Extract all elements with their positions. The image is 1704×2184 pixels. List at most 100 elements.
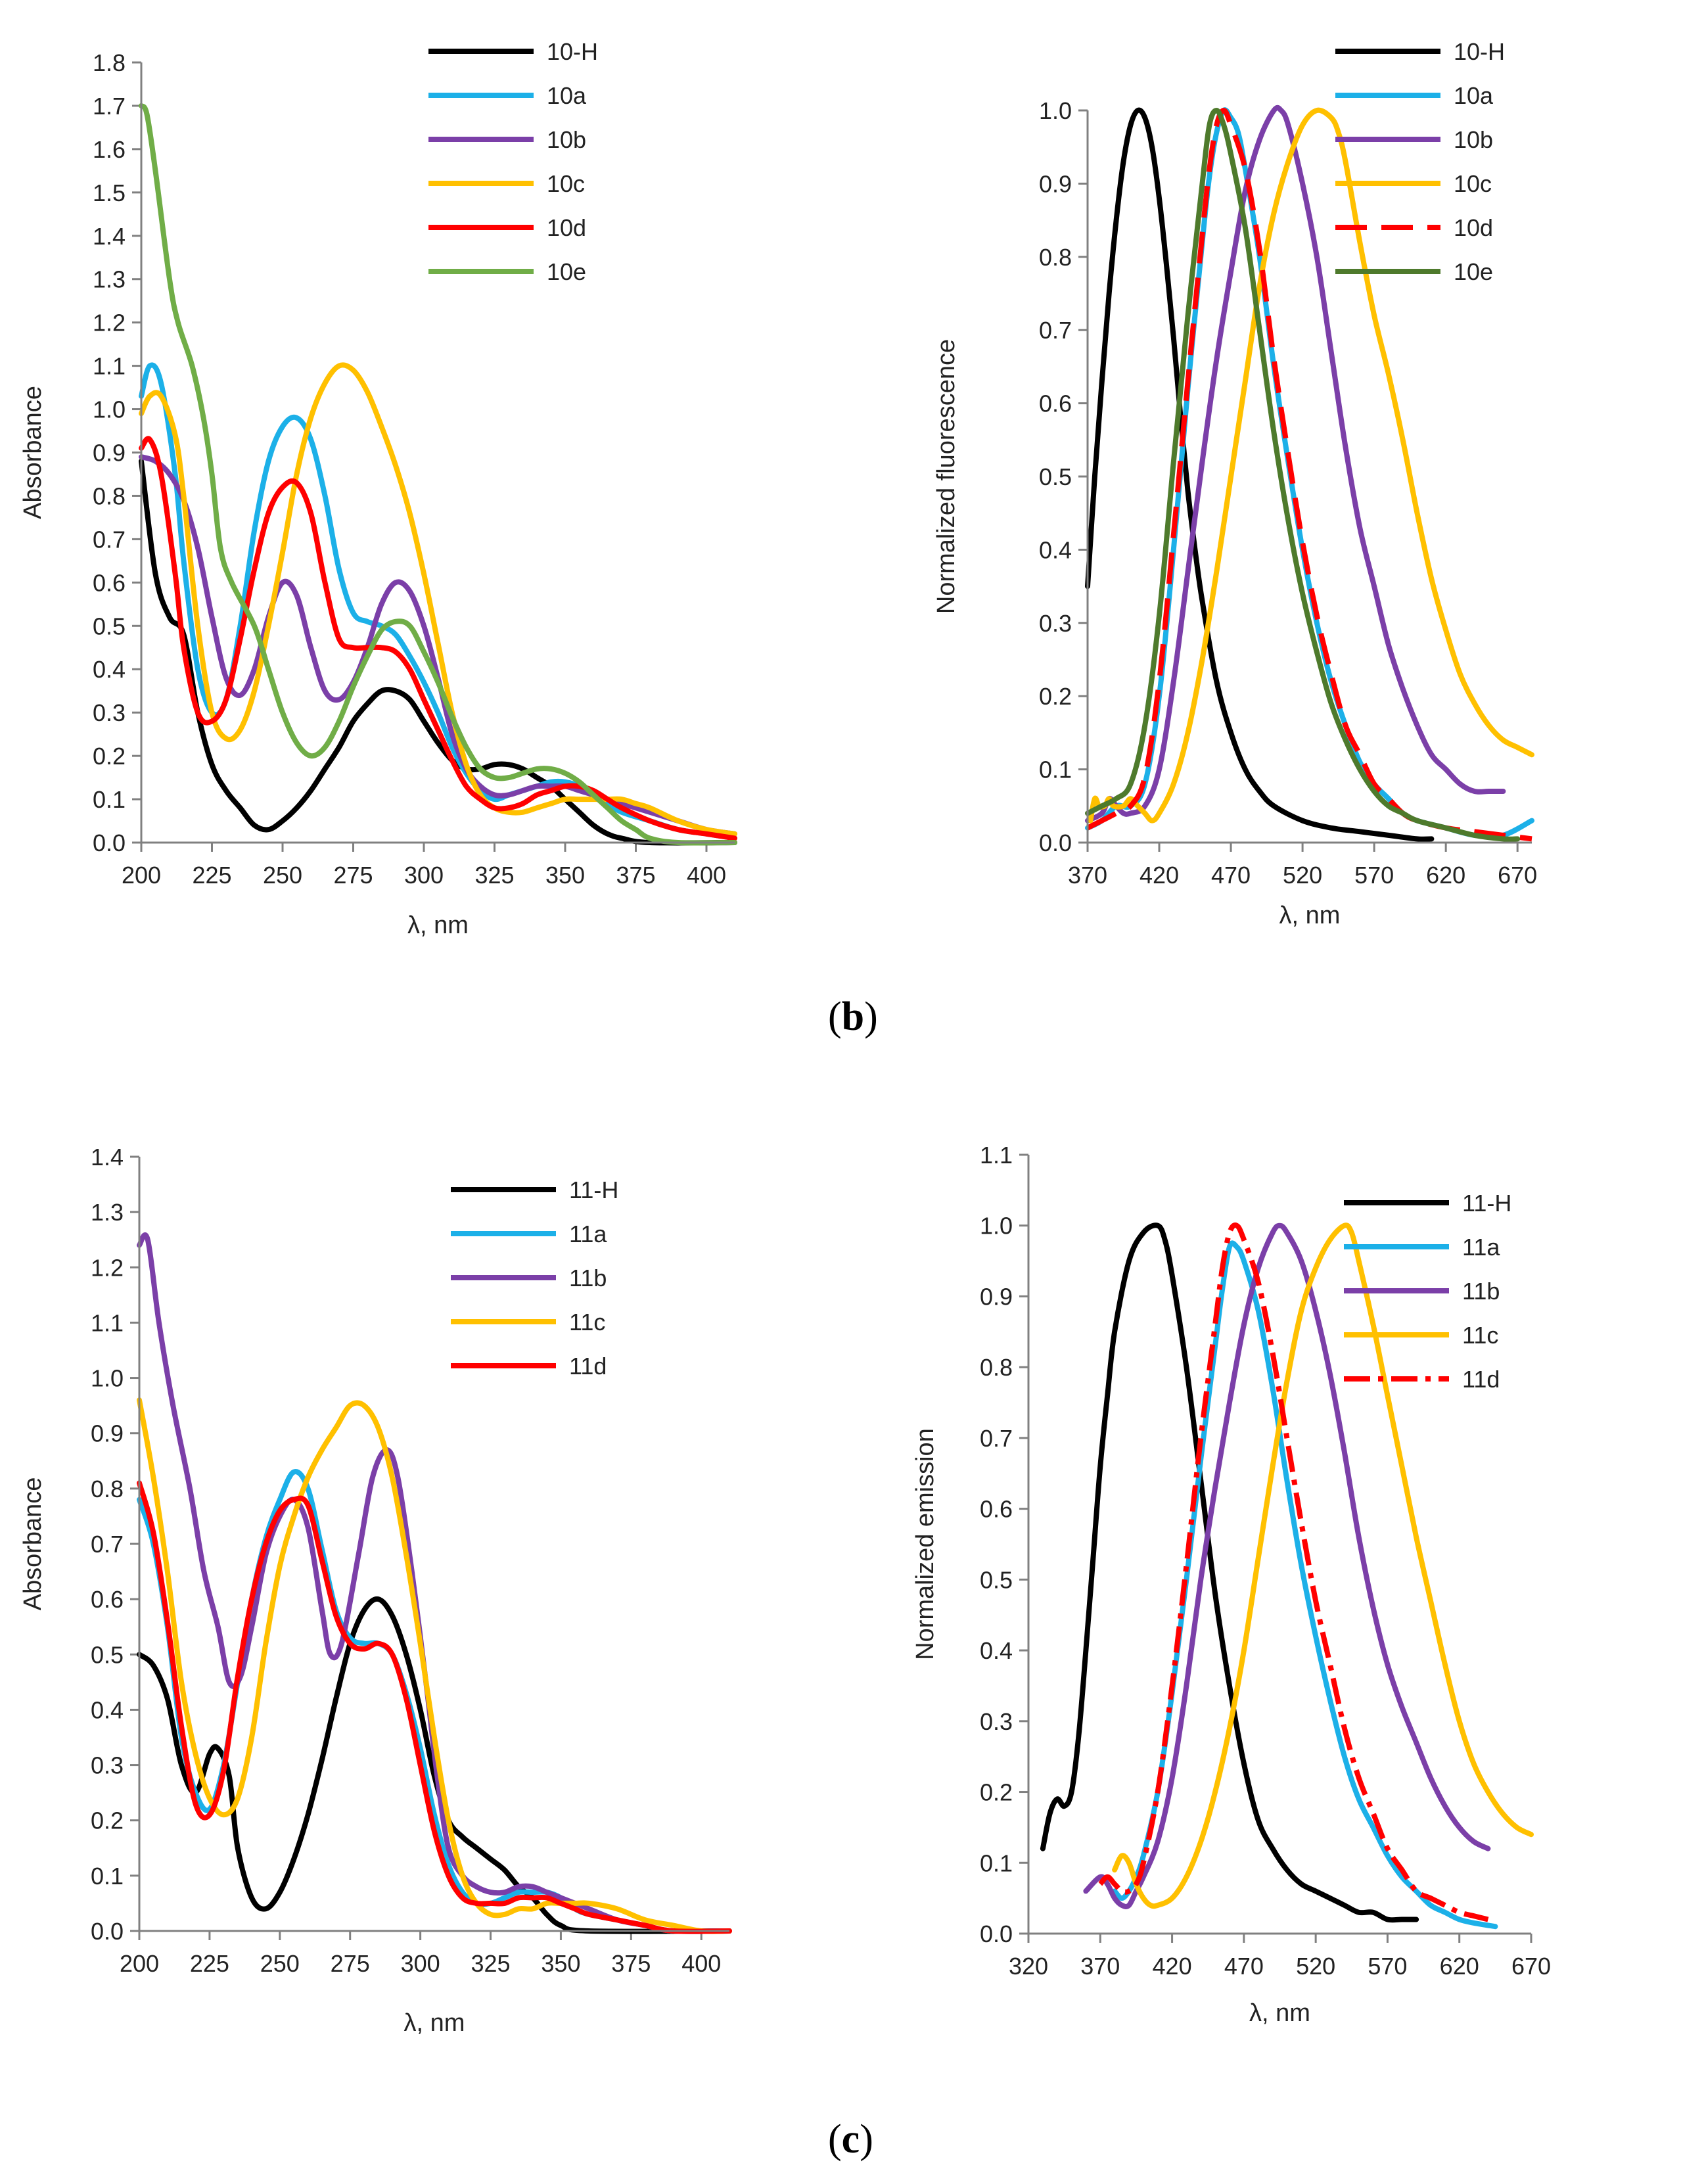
y-tick-label: 0.4 — [1039, 536, 1072, 563]
chart-b-fluorescence: 0.0 0.1 0.2 0.3 0.4 0.5 0.6 0.7 0.8 0.9 1.0 370 420 4… — [933, 38, 1537, 929]
x-tick-label: 275 — [331, 1950, 370, 1977]
x-tick-label: 375 — [616, 862, 655, 889]
y-tick-label: 0.4 — [980, 1637, 1013, 1664]
caption-c: (c) — [828, 2117, 873, 2162]
y-axis-label: Normalized fluorescence — [933, 339, 960, 614]
x-tick-label: 420 — [1153, 1953, 1192, 1980]
y-tick-label: 1.0 — [91, 1365, 124, 1392]
series-line-10b — [139, 454, 737, 837]
y-tick-label: 0.9 — [1039, 170, 1072, 197]
caption-b: (b) — [828, 994, 878, 1039]
legend-label-11c: 11c — [569, 1309, 605, 1336]
legend-label-10e: 10e — [547, 258, 586, 285]
y-tick-label: 0.9 — [980, 1283, 1013, 1310]
x-tick-label: 420 — [1140, 862, 1179, 889]
legend-label-11a: 11a — [569, 1220, 607, 1247]
legend-label-11d: 11d — [569, 1353, 607, 1380]
y-tick-label: 1.5 — [93, 179, 126, 206]
series-line-10b — [1085, 105, 1506, 824]
x-tick-label: 225 — [192, 862, 231, 889]
y-axis-label: Normalized emission — [911, 1428, 939, 1660]
caption-b-letter: b — [841, 994, 865, 1039]
x-tick-label: 350 — [545, 862, 585, 889]
x-tick-label: 400 — [687, 862, 726, 889]
x-tick-label: 250 — [263, 862, 302, 889]
x-tick-label: 400 — [681, 1950, 721, 1977]
legend: 10-H 10a 10b 10c 10d 10e — [428, 38, 598, 285]
y-tick-label: 1.4 — [93, 223, 126, 250]
legend-label-10d: 10d — [1454, 214, 1493, 241]
y-tick-label: 0.0 — [1039, 829, 1072, 856]
y-tick-label: 0.0 — [91, 1918, 124, 1945]
x-tick-label: 670 — [1511, 1953, 1551, 1980]
y-tick-label: 1.1 — [980, 1142, 1013, 1169]
y-tick-label: 0.6 — [1039, 390, 1072, 417]
y-tick-label: 0.2 — [1039, 683, 1072, 710]
x-tick-label: 620 — [1440, 1953, 1479, 1980]
legend-label-10b: 10b — [1454, 126, 1493, 153]
y-tick-label: 0.0 — [93, 829, 126, 856]
legend-label-10a: 10a — [1454, 82, 1494, 109]
x-tick-label: 300 — [401, 1950, 440, 1977]
series-line-11d — [137, 1480, 732, 1934]
y-tick-label: 0.3 — [93, 699, 126, 726]
legend-label-10e: 10e — [1454, 258, 1493, 285]
x-tick-label: 620 — [1426, 862, 1465, 889]
y-tick-label: 0.5 — [93, 613, 126, 639]
y-tick-label: 1.3 — [93, 266, 126, 293]
series-line-11d — [1098, 1222, 1489, 1922]
y-tick-label: 0.2 — [93, 743, 126, 770]
y-tick-label: 1.0 — [980, 1213, 1013, 1240]
legend: 11-H 11a 11b 11c 11d — [1344, 1190, 1511, 1393]
x-tick-label: 325 — [471, 1950, 510, 1977]
y-tick-label: 0.7 — [91, 1531, 124, 1558]
x-tick-label: 520 — [1283, 862, 1322, 889]
y-tick-label: 1.3 — [91, 1199, 124, 1226]
x-axis-label: λ, nm — [1249, 1999, 1310, 2027]
y-tick-label: 0.8 — [93, 482, 126, 509]
y-tick-label: 0.2 — [91, 1807, 124, 1834]
x-tick-label: 470 — [1211, 862, 1251, 889]
x-axis-label: λ, nm — [407, 912, 469, 939]
series-line-10e — [139, 103, 737, 846]
series-line-10c — [1088, 107, 1534, 824]
y-tick-label: 0.5 — [980, 1566, 1013, 1593]
y-tick-label: 1.8 — [93, 49, 126, 76]
chart-c-emission: 0.0 0.1 0.2 0.3 0.4 0.5 0.6 0.7 0.8 0.9 1.0 1.1 320 3… — [911, 1142, 1551, 2027]
x-tick-label: 375 — [611, 1950, 651, 1977]
x-tick-label: 200 — [122, 862, 161, 889]
y-tick-label: 0.6 — [93, 569, 126, 596]
y-axis-label: Absorbance — [19, 1477, 47, 1611]
x-tick-label: 370 — [1080, 1953, 1120, 1980]
series-line-10c — [139, 362, 737, 837]
x-tick-label: 225 — [190, 1950, 229, 1977]
legend-label-10a: 10a — [547, 82, 587, 109]
y-tick-label: 0.1 — [91, 1863, 124, 1890]
y-axis-label: Absorbance — [19, 386, 47, 519]
y-tick-label: 0.7 — [980, 1425, 1013, 1452]
y-tick-label: 1.4 — [91, 1144, 124, 1171]
x-tick-label: 470 — [1224, 1953, 1264, 1980]
y-tick-label: 0.2 — [980, 1779, 1013, 1806]
y-tick-label: 0.1 — [1039, 756, 1072, 783]
y-tick-label: 0.8 — [91, 1475, 124, 1502]
x-tick-label: 520 — [1296, 1953, 1335, 1980]
x-axis-label: λ, nm — [404, 2009, 465, 2037]
x-tick-label: 570 — [1368, 1953, 1407, 1980]
legend-label-11a: 11a — [1462, 1234, 1500, 1261]
y-tick-label: 1.1 — [93, 353, 126, 380]
x-tick-label: 570 — [1354, 862, 1394, 889]
x-tick-label: 320 — [1009, 1953, 1048, 1980]
y-tick-label: 1.2 — [93, 310, 126, 337]
y-tick-label: 0.8 — [1039, 244, 1072, 271]
x-axis-label: λ, nm — [1279, 902, 1341, 929]
y-tick-label: 0.7 — [1039, 317, 1072, 344]
y-tick-label: 0.6 — [91, 1586, 124, 1613]
legend-label-10b: 10b — [547, 126, 586, 153]
y-tick-label: 1.0 — [1039, 97, 1072, 124]
y-tick-label: 0.9 — [91, 1420, 124, 1447]
chart-c-absorbance: 0.0 0.1 0.2 0.3 0.4 0.5 0.6 0.7 0.8 0.9 1.0 1.1 1.2 1… — [19, 1144, 732, 2037]
legend-label-11d: 11d — [1462, 1366, 1500, 1393]
chart-b-absorbance: 0.0 0.1 0.2 0.3 0.4 0.5 0.6 0.7 0.8 0.9 1.0 1.1 1.2 1… — [19, 38, 737, 939]
